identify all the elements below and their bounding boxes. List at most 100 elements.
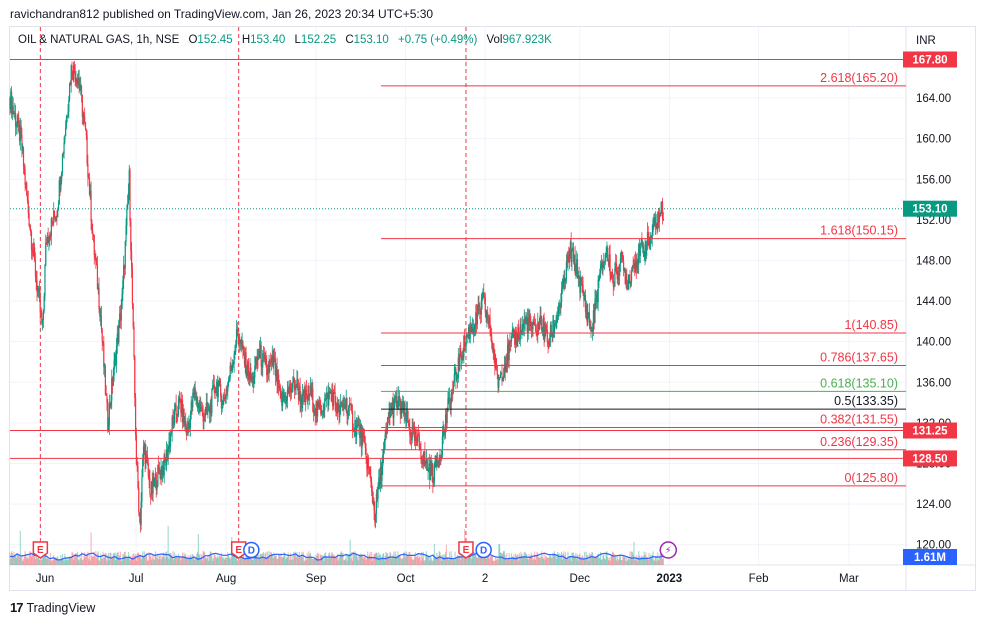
- candle-body: [524, 318, 526, 324]
- volume-bar: [416, 555, 418, 565]
- candle-body: [430, 460, 432, 476]
- volume-bar: [451, 556, 453, 565]
- volume-bar: [274, 556, 276, 565]
- volume-bar: [502, 552, 504, 565]
- candle-body: [278, 374, 280, 389]
- volume-bar: [606, 551, 608, 565]
- candle-body: [226, 388, 228, 392]
- candle-body: [448, 397, 451, 402]
- candle-body: [50, 218, 52, 237]
- volume-bar: [153, 555, 155, 565]
- candle-body: [412, 427, 414, 429]
- volume-bar: [386, 553, 388, 565]
- candle-body: [423, 451, 425, 459]
- time-tick-label: Mar: [839, 573, 859, 585]
- volume-bar: [650, 554, 652, 565]
- candle-body: [85, 130, 87, 136]
- candle-body: [512, 329, 514, 331]
- volume-bar: [507, 558, 509, 565]
- volume-bar: [614, 556, 616, 565]
- candle-body: [595, 298, 597, 303]
- volume-bar: [226, 557, 228, 565]
- candle-body: [634, 263, 636, 273]
- candle-body: [254, 365, 256, 378]
- tradingview-logo-icon[interactable]: 17: [10, 600, 24, 615]
- candle-body: [422, 458, 424, 465]
- volume-bar: [255, 552, 257, 565]
- candle-body: [225, 388, 227, 399]
- volume-bar: [578, 554, 580, 565]
- candle-body: [336, 403, 339, 414]
- candle-body: [57, 209, 59, 218]
- volume-bar: [293, 552, 295, 565]
- volume-bar: [191, 554, 193, 565]
- volume-bar: [196, 553, 198, 565]
- candle-body: [69, 83, 72, 86]
- candle-body: [553, 323, 556, 335]
- candle-body: [473, 328, 475, 334]
- volume-bar: [429, 560, 431, 565]
- candle-body: [218, 380, 220, 387]
- volume-bar: [92, 556, 95, 565]
- volume-bar: [659, 553, 661, 565]
- volume-bar: [613, 553, 615, 565]
- volume-bar: [261, 554, 263, 565]
- volume-bar: [104, 552, 106, 565]
- volume-bar: [379, 554, 381, 565]
- symbol-name[interactable]: OIL & NATURAL GAS, 1h, NSE: [18, 34, 180, 46]
- volume-bar: [259, 553, 261, 565]
- candle-body: [354, 419, 356, 430]
- candle-body: [568, 248, 571, 262]
- volume-bar: [245, 553, 247, 565]
- candle-body: [51, 218, 53, 223]
- volume-bar: [77, 559, 79, 565]
- candle-body: [619, 264, 621, 277]
- candle-body: [294, 385, 296, 391]
- candle-body: [253, 377, 255, 384]
- candle-body: [310, 385, 312, 397]
- volume-bar: [409, 552, 411, 565]
- candle-body: [548, 343, 550, 345]
- volume-bar: [348, 553, 350, 565]
- candle-body: [41, 320, 44, 324]
- volume-bar: [538, 557, 540, 565]
- candle-body: [518, 337, 521, 340]
- candle-body: [648, 240, 650, 245]
- candle-body: [573, 254, 575, 262]
- candle-body: [638, 244, 640, 265]
- volume-bar: [110, 552, 112, 565]
- volume-bar: [214, 554, 216, 565]
- candle-body: [181, 399, 184, 423]
- candle-body: [482, 292, 484, 297]
- candle-body: [288, 388, 290, 393]
- candle-body: [188, 422, 190, 428]
- candle-body: [571, 250, 573, 263]
- volume-bar: [47, 559, 49, 565]
- volume-bar: [571, 552, 573, 565]
- volume-bar: [580, 557, 582, 565]
- volume-bar: [429, 557, 432, 565]
- volume-bar: [657, 560, 660, 565]
- candle-body: [410, 436, 412, 440]
- volume-bar: [556, 558, 558, 565]
- volume-bar: [566, 558, 568, 565]
- volume-bar: [282, 557, 284, 565]
- volume-bar: [201, 560, 203, 565]
- volume-bar: [593, 556, 595, 565]
- candle-body: [436, 459, 438, 467]
- candle-body: [95, 257, 97, 263]
- candle-body: [189, 422, 191, 428]
- volume-bar: [62, 559, 64, 565]
- volume-bar: [146, 560, 149, 565]
- volume-bar: [158, 559, 160, 565]
- volume-bar: [352, 552, 354, 565]
- volume-bar: [213, 554, 215, 565]
- volume-bar: [422, 551, 424, 565]
- candle-body: [13, 112, 15, 114]
- candle-body: [106, 395, 108, 404]
- candle-body: [165, 450, 168, 466]
- candle-body: [549, 337, 551, 345]
- volume-bar: [609, 560, 611, 565]
- volume-bar: [79, 556, 81, 565]
